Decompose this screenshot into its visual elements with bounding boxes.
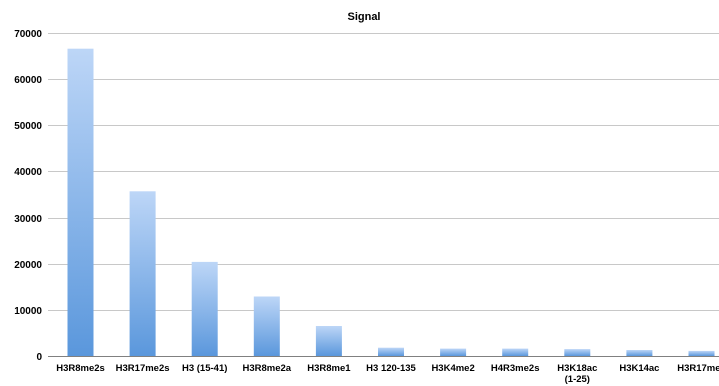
x-category-label: H3R8me2s (56, 363, 105, 374)
bar (253, 296, 280, 356)
bar (626, 350, 653, 356)
bars (67, 48, 715, 356)
x-category-label: H3 (15-41) (182, 363, 227, 374)
y-tick-label: 60000 (14, 75, 42, 86)
bar (440, 348, 467, 356)
y-tick-label: 20000 (14, 260, 42, 271)
bar (688, 350, 715, 356)
y-tick-label: 30000 (14, 214, 42, 225)
x-category-label: H3R17me1 (677, 363, 719, 374)
y-tick-label: 70000 (14, 29, 42, 40)
x-category-label: H3K18ac (1-25) (557, 363, 597, 385)
chart-title: Signal (347, 11, 380, 23)
bar (67, 48, 94, 356)
x-category-label: H3K4me2 (431, 363, 474, 374)
x-category-label: H3R8me1 (307, 363, 351, 374)
x-category-label: H4R3me2s (491, 363, 540, 374)
y-tick-label: 0 (36, 352, 42, 363)
x-category-label: H3 120-135 (366, 363, 416, 374)
bar (129, 191, 156, 356)
bar (315, 326, 342, 356)
bar (564, 349, 591, 356)
bar (191, 261, 218, 356)
y-axis-tick-labels: 0 10000 20000 30000 40000 50000 60000 70000 (14, 29, 42, 363)
x-axis-category-labels: H3R8me2s H3R17me2s H3 (15-41) H3R8me2a H3R8m… (56, 363, 719, 385)
bar (502, 348, 529, 356)
y-tick-label: 10000 (14, 306, 42, 317)
x-category-label: H3R8me2a (243, 363, 292, 374)
gridlines (48, 33, 719, 311)
bar (378, 347, 404, 356)
x-category-label: H3R17me2s (116, 363, 170, 374)
y-tick-label: 50000 (14, 121, 42, 132)
x-category-label: H3K14ac (619, 363, 659, 374)
y-tick-label: 40000 (14, 167, 42, 178)
